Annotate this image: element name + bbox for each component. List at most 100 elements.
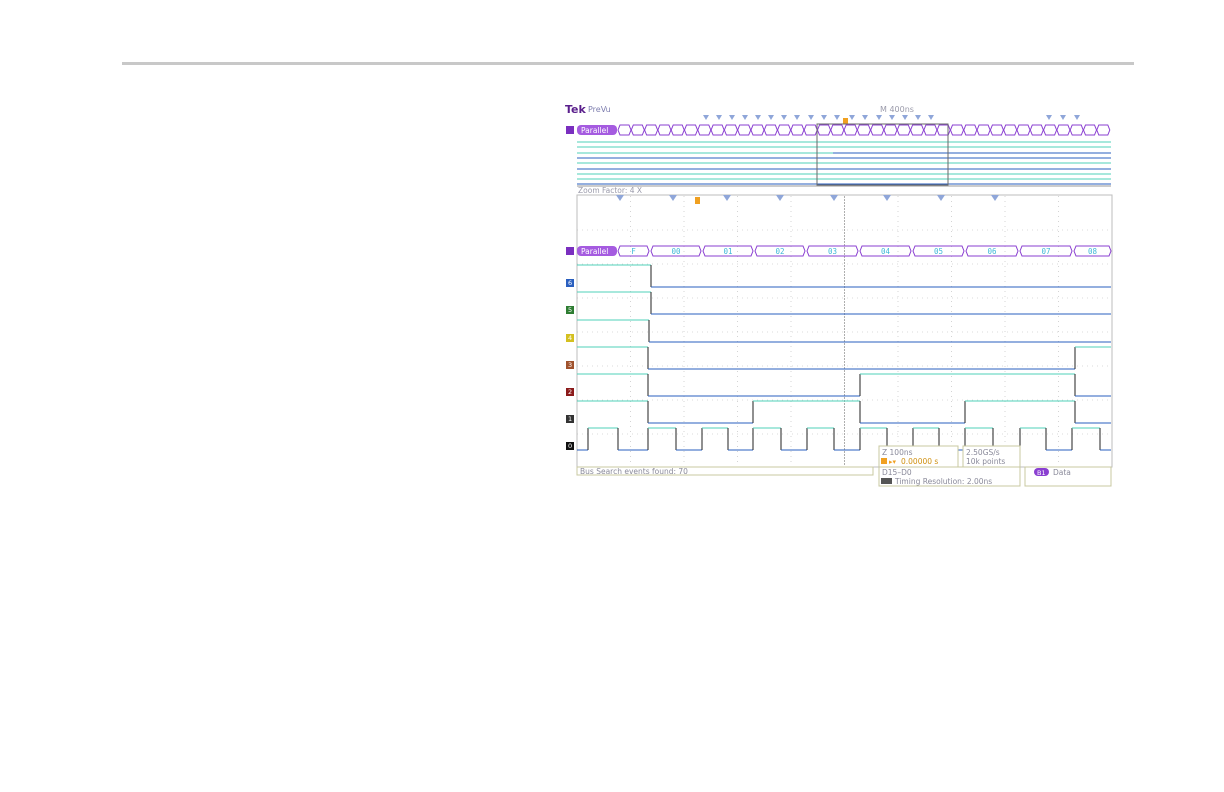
overview-bus-label: Parallel xyxy=(581,126,608,135)
search-marker-icon xyxy=(849,115,855,120)
overview-bus-waveform xyxy=(617,124,1111,136)
search-status-box xyxy=(576,466,874,476)
search-marker-icon xyxy=(703,115,709,120)
zoom-bus-label-pill[interactable] xyxy=(577,246,617,256)
overview-bus-cell xyxy=(923,124,938,136)
graticule-grid xyxy=(577,196,1112,466)
overview-bus-cell xyxy=(737,124,752,136)
channel-label: 6 xyxy=(568,279,572,287)
bus-search-events: Bus Search events found: 70 xyxy=(580,467,688,476)
search-marker-icon xyxy=(889,115,895,120)
channel-label: 0 xyxy=(568,442,572,450)
overview-bus-cell xyxy=(1069,124,1084,136)
overview-bus-cell xyxy=(1016,124,1031,136)
search-marker-icon xyxy=(1074,115,1080,120)
timebase-readout: M 400ns xyxy=(880,105,914,114)
overview-bus-cell xyxy=(1056,124,1071,136)
overview-bus-cell xyxy=(989,124,1004,136)
channel-badge xyxy=(566,415,574,423)
zoom-factor-label: Zoom Factor: 4 X xyxy=(578,186,642,195)
page-header-rule xyxy=(122,62,1134,65)
zoom-trigger-icon[interactable] xyxy=(695,197,700,204)
search-marker-icon xyxy=(830,195,838,201)
bus-trigger-badge xyxy=(1034,468,1049,476)
bus-value-label: 06 xyxy=(987,247,997,256)
channel-label: 3 xyxy=(568,361,572,369)
zoom-bus-badge xyxy=(566,247,574,255)
bus-value-label: F xyxy=(631,247,636,256)
search-marker-icon xyxy=(834,115,840,120)
digital-channels-box[interactable] xyxy=(878,466,1021,487)
overview-bus-cell xyxy=(963,124,978,136)
overview-bus-cell xyxy=(750,124,765,136)
channel-badge xyxy=(566,442,574,450)
search-marker-icon xyxy=(1060,115,1066,120)
channel-label: 5 xyxy=(568,306,572,314)
record-length-readout: 10k points xyxy=(966,457,1005,466)
overview-bus-cell xyxy=(763,124,778,136)
search-marker-icon xyxy=(862,115,868,120)
svg-text:▸▾: ▸▾ xyxy=(889,458,897,466)
search-marker-icon xyxy=(902,115,908,120)
trigger-marker-icon xyxy=(881,458,887,464)
channel-range-label: D15–D0 xyxy=(882,468,912,477)
search-marker-icon xyxy=(716,115,722,120)
search-marker-icon xyxy=(808,115,814,120)
channel-labels: 6 5 4 3 2 1 0 xyxy=(566,279,574,450)
bus-value-cell xyxy=(650,245,702,257)
bus-value-label: 03 xyxy=(828,247,837,256)
overview-bus-cell xyxy=(723,124,738,136)
channel-badge xyxy=(566,306,574,314)
overview-bus-cell xyxy=(910,124,925,136)
search-marker-icon xyxy=(937,195,945,201)
overview-bus-cell xyxy=(617,124,632,136)
overview-bus-cell xyxy=(896,124,911,136)
zoom-search-markers xyxy=(616,195,999,201)
bus-value-cell xyxy=(1073,245,1112,257)
bus-value-cell xyxy=(617,245,650,257)
bus-value-cell xyxy=(702,245,754,257)
zoom-bus-waveform: F 00 01 02 03 04 05 06 07 08 xyxy=(617,245,1112,257)
bus-value-label: 07 xyxy=(1041,247,1050,256)
overview-bus-cell xyxy=(830,124,845,136)
bus-value-cell xyxy=(912,245,965,257)
overview-bus-cell xyxy=(670,124,685,136)
search-marker-icon xyxy=(821,115,827,120)
search-marker-icon xyxy=(616,195,624,201)
search-marker-icon xyxy=(768,115,774,120)
zoom-window-box[interactable] xyxy=(816,123,949,186)
bus-value-label: 05 xyxy=(934,247,943,256)
bus-trigger-badge-label: B1 xyxy=(1037,469,1046,477)
channel-label: 1 xyxy=(568,415,572,423)
bus-value-cell xyxy=(965,245,1019,257)
overview-bus-label-pill[interactable] xyxy=(577,125,617,135)
brand-logo: Tek xyxy=(565,103,587,116)
search-marker-icon xyxy=(669,195,677,201)
digital-channel-icon xyxy=(881,478,892,484)
bus-value-cell xyxy=(859,245,912,257)
search-marker-icon xyxy=(928,115,934,120)
search-marker-icon xyxy=(1046,115,1052,120)
overview-bus-cell xyxy=(777,124,792,136)
search-marker-icon xyxy=(794,115,800,120)
trigger-position-icon[interactable] xyxy=(843,118,848,124)
zoom-scale-readout: Z 100ns xyxy=(882,448,913,457)
overview-bus-cell xyxy=(1043,124,1058,136)
overview-bus-cell xyxy=(1029,124,1044,136)
overview-bus-cell xyxy=(870,124,885,136)
overview-bus-cell xyxy=(803,124,818,136)
bus-value-label: 04 xyxy=(881,247,891,256)
search-marker-icon xyxy=(915,115,921,120)
channel-traces xyxy=(577,264,1111,451)
trigger-position-readout: 0.00000 s xyxy=(901,457,938,466)
oscilloscope-screen: Tek PreVu M 400ns Parallel Zoom Factor: … xyxy=(565,100,1115,490)
bus-value-label: 02 xyxy=(775,247,784,256)
overview-bus-cell xyxy=(630,124,645,136)
bus-value-label: 01 xyxy=(723,247,732,256)
overview-bus-cell xyxy=(657,124,672,136)
search-marker-icon xyxy=(991,195,999,201)
search-marker-icon xyxy=(883,195,891,201)
overview-bus-cell xyxy=(976,124,991,136)
channel-badge xyxy=(566,279,574,287)
sample-rate-readout: 2.50GS/s xyxy=(966,448,1000,457)
